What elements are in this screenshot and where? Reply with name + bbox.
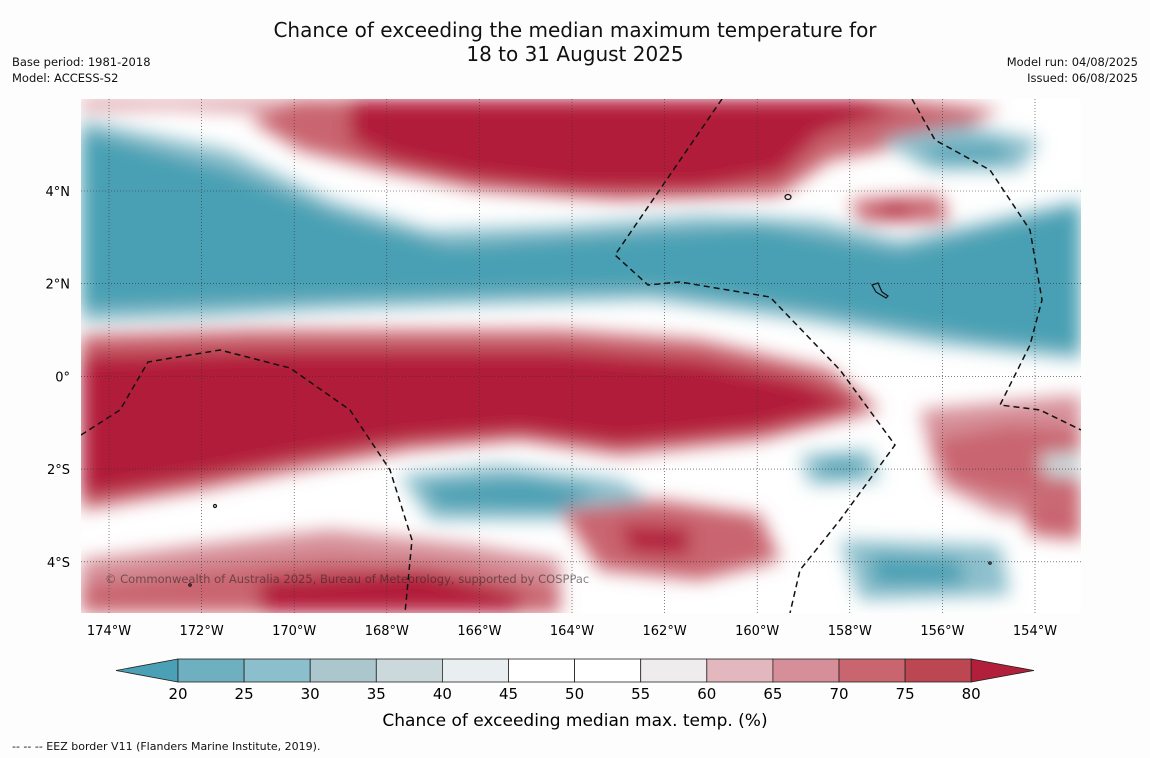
colorbar-segment (375, 658, 443, 683)
colorbar-tick: 80 (962, 685, 981, 703)
map-svg: © Commonwealth of Australia 2025, Bureau… (46, 99, 1081, 731)
colorbar-tick-labels: 20 25 30 35 40 45 50 55 60 65 70 75 80 (168, 685, 980, 703)
eez-border-lines (81, 99, 1081, 613)
title-line-1: Chance of exceeding the median maximum t… (273, 18, 877, 42)
latitude-labels: 4°N 2°N 0° 2°S 4°S (46, 185, 71, 571)
colorbar-label: Chance of exceeding median max. temp. (%… (382, 711, 767, 731)
lat-tick-label: 4°S (47, 556, 70, 571)
footer-legend: -- -- -- EEZ border V11 (Flanders Marine… (12, 740, 321, 753)
longitude-labels: 174°W 172°W 170°W 168°W 166°W 164°W 162°W 160°W… (87, 624, 1057, 639)
lon-tick-label: 160°W (735, 624, 779, 639)
colorbar-tick: 40 (433, 685, 452, 703)
colorbar-segment (640, 658, 708, 683)
colorbar-tick: 70 (829, 685, 848, 703)
map-field (81, 99, 1081, 613)
colorbar-segment (904, 658, 972, 683)
colorbar-extend-low (115, 658, 179, 683)
lon-tick-label: 158°W (828, 624, 872, 639)
colorbar-segment (772, 658, 840, 683)
colorbar-tick: 60 (697, 685, 716, 703)
lat-tick-label: 4°N (46, 185, 71, 200)
colorbar-segment (309, 658, 377, 683)
colorbar-tick: 45 (499, 685, 518, 703)
model-run: Model run: 04/08/2025 (1006, 55, 1138, 69)
colorbar-tick: 20 (168, 685, 187, 703)
lon-tick-label: 162°W (643, 624, 687, 639)
lat-tick-label: 0° (55, 370, 70, 385)
lon-tick-label: 166°W (457, 624, 501, 639)
colorbar-tick: 30 (301, 685, 320, 703)
meta-right: Model run: 04/08/2025 Issued: 06/08/2025 (1007, 54, 1138, 86)
colorbar-segment (706, 658, 774, 683)
colorbar-segment (177, 658, 245, 683)
lat-tick-label: 2°S (47, 463, 70, 478)
issued-date: Issued: 06/08/2025 (1027, 71, 1138, 85)
title-line-2: 18 to 31 August 2025 (466, 42, 684, 66)
lon-tick-label: 168°W (365, 624, 409, 639)
lon-tick-label: 164°W (550, 624, 594, 639)
colorbar-extend-high (970, 658, 1035, 683)
colorbar-segment (574, 658, 642, 683)
lon-tick-label: 174°W (87, 624, 131, 639)
colorbar-tick: 25 (235, 685, 254, 703)
lon-tick-label: 156°W (920, 624, 964, 639)
copyright-notice: © Commonwealth of Australia 2025, Bureau… (105, 572, 589, 586)
colorbar-segment (508, 658, 575, 683)
lon-tick-label: 154°W (1013, 624, 1057, 639)
lat-tick-label: 2°N (46, 278, 71, 293)
colorbar (115, 658, 1035, 683)
colorbar-tick: 35 (367, 685, 386, 703)
lon-tick-label: 170°W (272, 624, 316, 639)
colorbar-tick: 65 (763, 685, 782, 703)
colorbar-segment (441, 658, 509, 683)
colorbar-tick: 75 (896, 685, 915, 703)
colorbar-segment (838, 658, 906, 683)
base-period: Base period: 1981-2018 (12, 55, 151, 69)
chart-title: Chance of exceeding the median maximum t… (0, 18, 1150, 66)
colorbar-segment (243, 658, 311, 683)
colorbar-tick: 50 (565, 685, 584, 703)
model-name: Model: ACCESS-S2 (12, 71, 119, 85)
meta-left: Base period: 1981-2018 Model: ACCESS-S2 (12, 54, 151, 86)
lon-tick-label: 172°W (180, 624, 224, 639)
colorbar-tick: 55 (631, 685, 650, 703)
